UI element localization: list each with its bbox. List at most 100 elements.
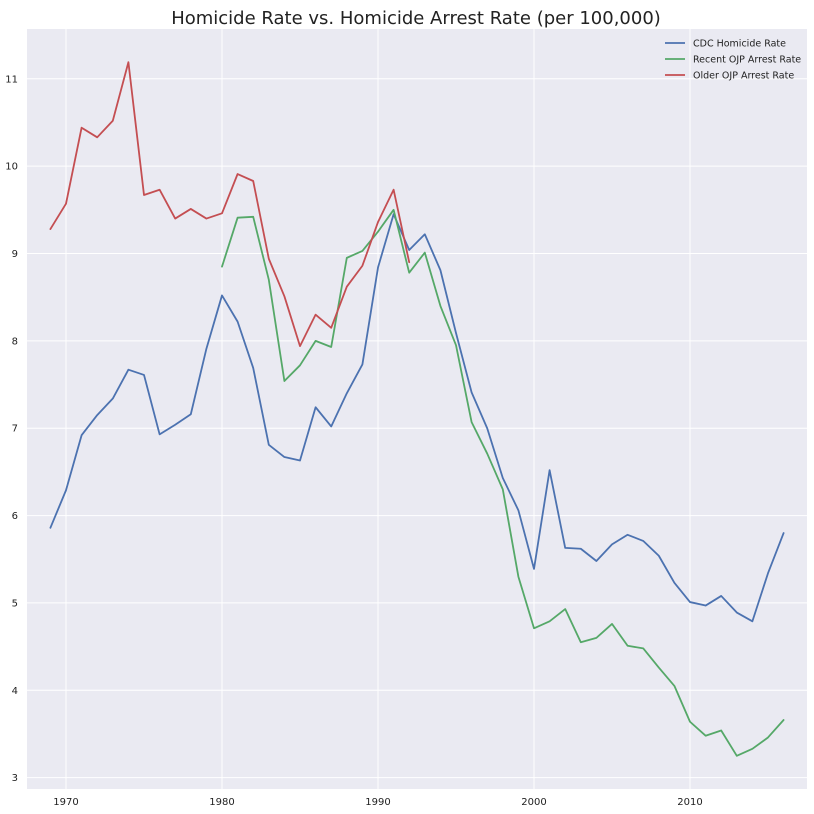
grid-lines (27, 29, 807, 789)
data-point (127, 61, 129, 63)
y-tick-label: 11 (5, 74, 18, 85)
data-point (362, 364, 364, 366)
data-point (783, 532, 785, 534)
data-point (689, 721, 691, 723)
data-point (642, 647, 644, 649)
data-point (65, 489, 67, 491)
series-lines (49, 61, 785, 757)
data-point (471, 421, 473, 423)
series-2 (221, 208, 785, 757)
data-point (315, 406, 317, 408)
data-point (174, 424, 176, 426)
data-point (502, 477, 504, 479)
data-point (518, 509, 520, 511)
data-point (237, 173, 239, 175)
data-point (440, 305, 442, 307)
legend-label: CDC Homicide Rate (693, 39, 786, 50)
data-point (96, 136, 98, 138)
data-point (377, 267, 379, 269)
data-point (564, 547, 566, 549)
x-tick-label: 1980 (209, 797, 234, 808)
data-point (502, 488, 504, 490)
data-point (81, 434, 83, 436)
data-point (112, 120, 114, 122)
y-tick-label: 5 (12, 598, 18, 609)
data-point (783, 719, 785, 721)
data-point (268, 444, 270, 446)
data-point (627, 645, 629, 647)
data-point (315, 340, 317, 342)
data-point (752, 620, 754, 622)
series-1 (49, 213, 785, 623)
data-point (408, 249, 410, 251)
data-point (658, 555, 660, 557)
data-point (564, 608, 566, 610)
legend-label: Recent OJP Arrest Rate (693, 55, 801, 66)
data-point (705, 605, 707, 607)
data-point (206, 218, 208, 220)
data-point (720, 595, 722, 597)
data-point (143, 374, 145, 376)
series-line (49, 61, 411, 348)
data-point (190, 208, 192, 210)
data-point (377, 221, 379, 223)
data-point (580, 641, 582, 643)
data-point (206, 348, 208, 350)
data-point (96, 414, 98, 416)
data-point (674, 685, 676, 687)
data-point (424, 233, 426, 235)
data-point (393, 189, 395, 191)
data-point (642, 540, 644, 542)
x-tick-label: 2010 (677, 797, 702, 808)
legend-item: CDC Homicide Rate (665, 39, 786, 50)
series-line (49, 213, 785, 623)
data-point (268, 258, 270, 260)
data-point (299, 460, 301, 462)
data-point (346, 392, 348, 394)
data-point (471, 392, 473, 394)
data-point (658, 667, 660, 669)
data-point (424, 252, 426, 254)
data-point (174, 218, 176, 220)
data-point (533, 568, 535, 570)
data-point (362, 265, 364, 267)
data-point (455, 344, 457, 346)
data-point (736, 755, 738, 757)
data-point (237, 217, 239, 219)
x-axis-ticks: 1970 1980 1990 2000 2010 (53, 797, 702, 808)
data-point (190, 413, 192, 415)
y-tick-label: 4 (12, 686, 18, 697)
series-3 (49, 61, 411, 348)
data-point (284, 380, 286, 382)
data-point (518, 576, 520, 578)
y-tick-label: 6 (12, 511, 18, 522)
x-tick-label: 2000 (521, 797, 546, 808)
data-point (705, 735, 707, 737)
data-point (50, 228, 52, 230)
data-point (767, 737, 769, 739)
data-point (455, 332, 457, 334)
data-point (81, 127, 83, 129)
data-point (440, 269, 442, 271)
y-axis-ticks: 3 4 5 6 7 8 9 10 11 (5, 74, 18, 784)
y-tick-label: 10 (5, 162, 18, 173)
data-point (268, 279, 270, 281)
data-point (346, 286, 348, 288)
data-point (299, 364, 301, 366)
data-point (674, 582, 676, 584)
data-point (549, 620, 551, 622)
data-point (611, 623, 613, 625)
data-point (50, 527, 52, 529)
data-point (284, 456, 286, 458)
data-point (299, 345, 301, 347)
data-point (315, 314, 317, 316)
data-point (159, 189, 161, 191)
data-point (752, 748, 754, 750)
data-point (284, 295, 286, 297)
y-tick-label: 3 (12, 773, 18, 784)
data-point (767, 572, 769, 574)
chart-title: Homicide Rate vs. Homicide Arrest Rate (… (171, 8, 661, 29)
x-tick-label: 1970 (53, 797, 78, 808)
series-line (221, 208, 785, 757)
data-point (143, 194, 145, 196)
